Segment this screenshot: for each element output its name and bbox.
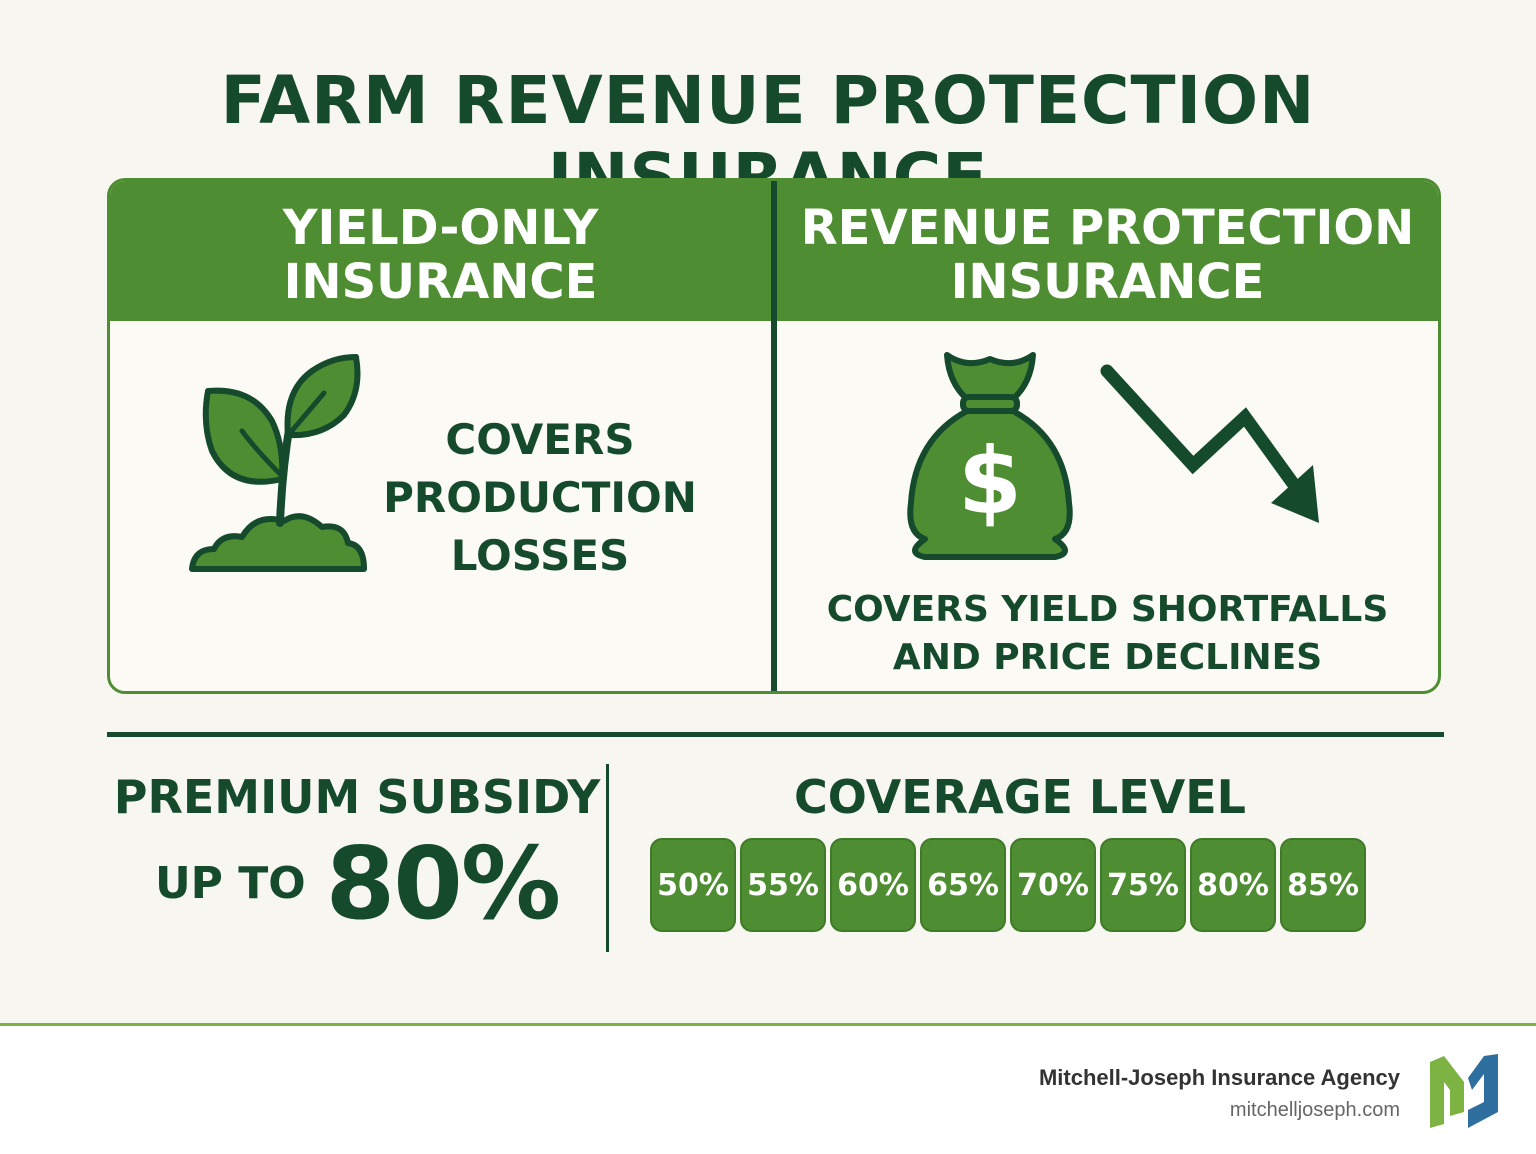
- coverage-level-60: 60%: [830, 838, 916, 932]
- coverage-level-55: 55%: [740, 838, 826, 932]
- revenue-protection-title-line2: INSURANCE: [950, 254, 1265, 310]
- yield-only-desc-line2: PRODUCTION: [383, 473, 697, 522]
- yield-only-title-line1: YIELD-ONLY: [282, 200, 599, 256]
- premium-subsidy-value: UP TO 80%: [107, 825, 607, 942]
- revenue-protection-desc-line2: AND PRICE DECLINES: [892, 637, 1323, 678]
- downward-trend-arrow-icon: [1100, 364, 1319, 523]
- agency-info: Mitchell-Joseph Insurance Agency mitchel…: [1039, 1065, 1400, 1122]
- coverage-level-80: 80%: [1190, 838, 1276, 932]
- revenue-protection-desc-line1: COVERS YIELD SHORTFALLS: [826, 589, 1389, 630]
- coverage-level-70: 70%: [1010, 838, 1096, 932]
- yield-only-title: YIELD-ONLY INSURANCE: [110, 201, 771, 309]
- mj-logo-icon: [1430, 1054, 1498, 1128]
- footer-divider: [0, 1023, 1536, 1026]
- yield-only-description: COVERS PRODUCTION LOSSES: [370, 411, 710, 585]
- comparison-panel: YIELD-ONLY INSURANCE REVENUE PROTECTION …: [107, 178, 1441, 694]
- coverage-level-75: 75%: [1100, 838, 1186, 932]
- yield-only-desc-line1: COVERS: [445, 415, 635, 464]
- coverage-level-50: 50%: [650, 838, 736, 932]
- premium-subsidy-label: PREMIUM SUBSIDY: [113, 770, 601, 824]
- subsidy-percentage: 80%: [325, 825, 561, 942]
- column-divider: [771, 181, 777, 691]
- revenue-protection-title-line1: REVENUE PROTECTION: [800, 200, 1415, 256]
- subsidy-prefix: UP TO: [154, 858, 306, 909]
- footer: [0, 1026, 1536, 1154]
- coverage-levels: 50% 55% 60% 65% 70% 75% 80% 85%: [650, 838, 1366, 932]
- money-bag-icon: $: [907, 352, 1073, 560]
- section-divider: [107, 732, 1444, 737]
- page-title: FARM REVENUE PROTECTION INSURANCE: [220, 62, 1316, 216]
- dollar-symbol: $: [958, 428, 1022, 535]
- agency-name: Mitchell-Joseph Insurance Agency: [1038, 1065, 1400, 1090]
- coverage-level-65: 65%: [920, 838, 1006, 932]
- sprout-icon: [189, 354, 367, 572]
- bottom-divider: [606, 764, 609, 952]
- revenue-protection-title: REVENUE PROTECTION INSURANCE: [777, 201, 1438, 309]
- revenue-protection-description: COVERS YIELD SHORTFALLS AND PRICE DECLIN…: [777, 586, 1438, 682]
- coverage-level-label: COVERAGE LEVEL: [794, 770, 1246, 824]
- agency-url[interactable]: mitchelljoseph.com: [1229, 1099, 1400, 1121]
- yield-only-title-line2: INSURANCE: [283, 254, 598, 310]
- coverage-level-85: 85%: [1280, 838, 1366, 932]
- yield-only-desc-line3: LOSSES: [450, 531, 630, 580]
